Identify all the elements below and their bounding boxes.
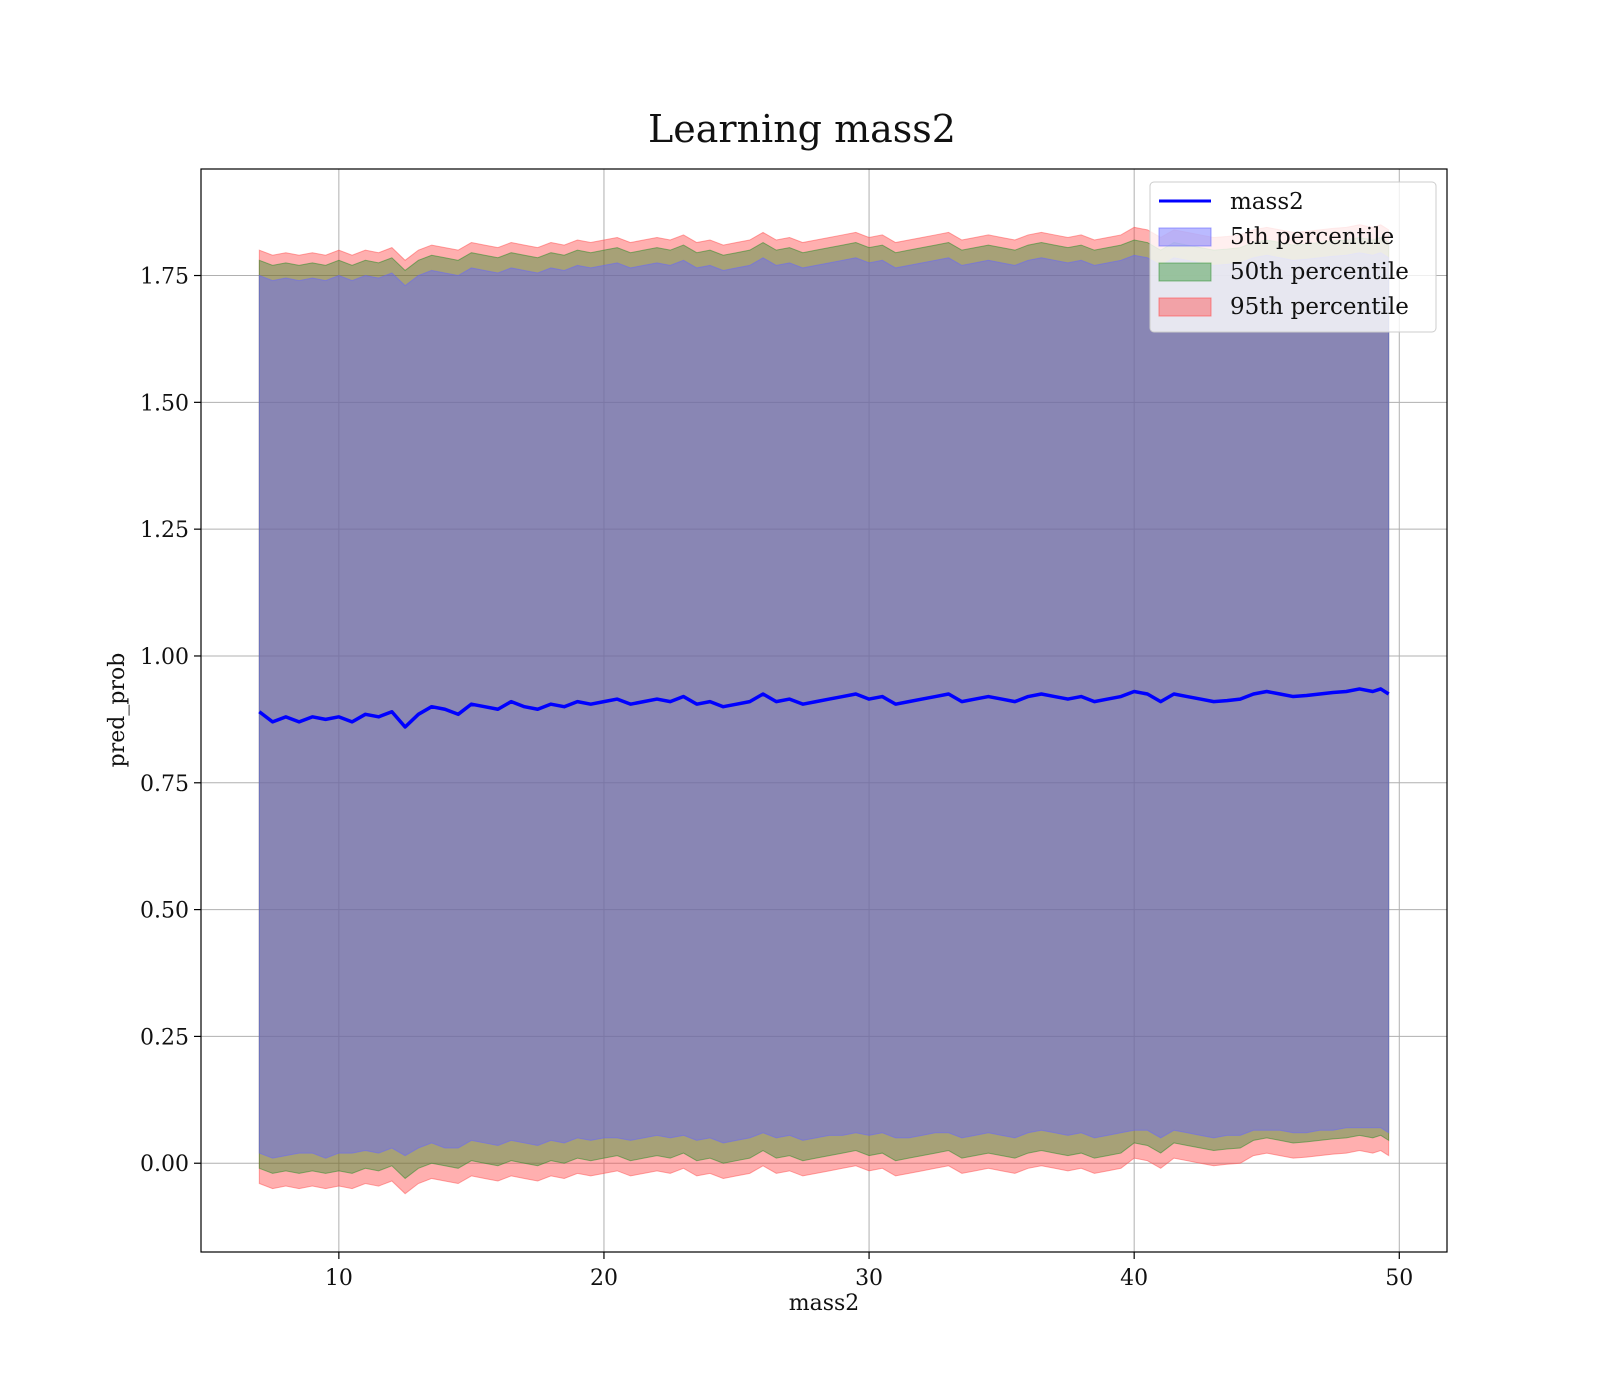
- legend-swatch-95th: [1158, 297, 1212, 317]
- legend-swatch-5th: [1158, 227, 1212, 247]
- band-50th-percentile: [258, 236, 1390, 1180]
- plot-frame: [200, 168, 1448, 1253]
- band-5th-percentile: [258, 252, 1390, 1159]
- x-tick-label: 50: [1385, 1266, 1413, 1291]
- y-tick-label: 0.50: [140, 899, 189, 924]
- tick-layer: 10 20 30 40 50 0.00 0.25 0.50 0.75 1.00 1.25 1.50 1.…: [140, 265, 1413, 1291]
- x-axis-label: mass2: [789, 1291, 860, 1316]
- x-tick-label: 10: [325, 1266, 353, 1291]
- band-95th-percentile: [258, 224, 1390, 1195]
- series-line-mass2: [258, 687, 1390, 729]
- line-layer: [258, 687, 1390, 729]
- y-axis-label: pred_prob: [105, 653, 130, 768]
- x-tick-label: 30: [855, 1266, 883, 1291]
- y-tick-label: 1.25: [140, 518, 189, 543]
- y-tick-label: 1.00: [140, 645, 189, 670]
- chart-title: Learning mass2: [648, 107, 956, 151]
- x-tick-label: 20: [590, 1266, 618, 1291]
- band-layer: [258, 224, 1390, 1195]
- legend-label-mass2: mass2: [1230, 189, 1304, 215]
- y-tick-label: 1.75: [140, 265, 189, 290]
- legend-box: [1149, 181, 1437, 333]
- y-tick-label: 1.50: [140, 391, 189, 416]
- y-tick-label: 0.00: [140, 1152, 189, 1177]
- legend: mass2 5th percentile 50th percentile 95t…: [1149, 181, 1437, 333]
- legend-label-5th: 5th percentile: [1230, 224, 1394, 250]
- legend-label-50th: 50th percentile: [1230, 259, 1409, 285]
- x-tick-label: 40: [1120, 1266, 1148, 1291]
- legend-swatch-50th: [1158, 262, 1212, 282]
- y-tick-label: 0.25: [140, 1025, 189, 1050]
- legend-label-95th: 95th percentile: [1230, 294, 1409, 320]
- y-tick-label: 0.75: [140, 772, 189, 797]
